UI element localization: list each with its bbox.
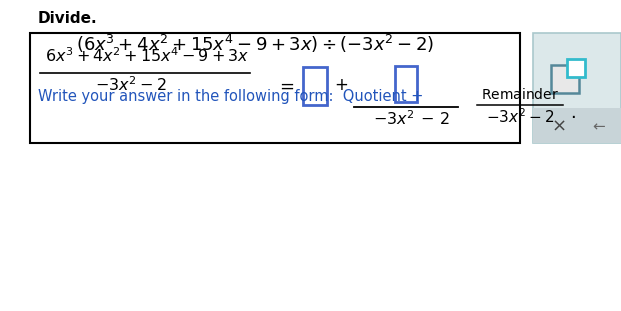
Bar: [533, 108, 621, 143]
Bar: [395, 66, 417, 102]
Text: $\leftarrow$: $\leftarrow$: [589, 118, 607, 133]
Bar: [533, 33, 621, 143]
Text: $-3x^2-2$: $-3x^2-2$: [486, 107, 554, 126]
Text: $-3x^2\,-\,2$: $-3x^2\,-\,2$: [373, 110, 450, 129]
Text: $\left(6x^3+4x^2+15x^4-9+3x\right)\div\left(-3x^2-2\right)$: $\left(6x^3+4x^2+15x^4-9+3x\right)\div\l…: [76, 33, 434, 55]
Bar: [551, 65, 579, 93]
Text: $\mathrm{Remainder}$: $\mathrm{Remainder}$: [481, 87, 559, 102]
Text: $+$: $+$: [334, 77, 348, 95]
Text: Write your answer in the following form:  Quotient +: Write your answer in the following form:…: [38, 89, 424, 104]
Text: $=$: $=$: [276, 77, 294, 95]
Text: Divide.: Divide.: [38, 11, 97, 26]
Bar: [567, 59, 585, 77]
Text: $6x^3+4x^2+15x^4-9+3x$: $6x^3+4x^2+15x^4-9+3x$: [45, 47, 250, 66]
Bar: [303, 67, 327, 105]
Text: .: .: [570, 104, 576, 122]
Bar: [30, 33, 520, 143]
Text: $-3x^2-2$: $-3x^2-2$: [95, 76, 166, 95]
Text: $\times$: $\times$: [551, 117, 565, 135]
